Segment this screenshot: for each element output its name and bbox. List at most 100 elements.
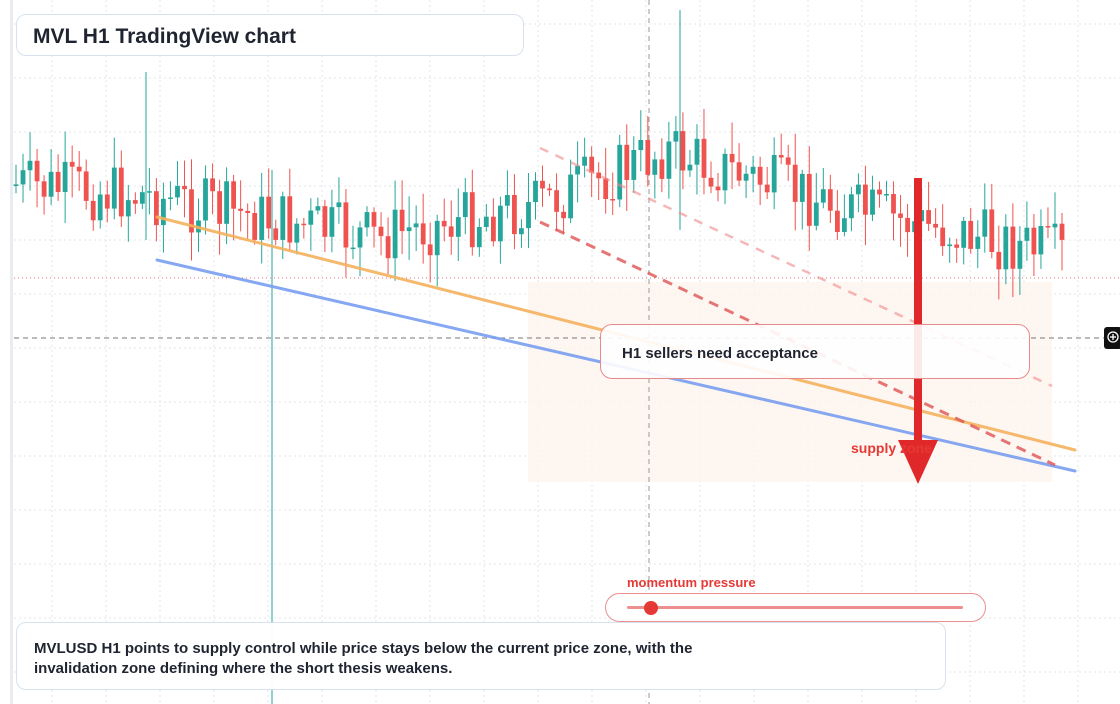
candle-bearish <box>41 181 47 197</box>
candle-bearish <box>610 199 616 201</box>
candle-bearish <box>680 131 686 171</box>
candle-bearish <box>540 180 545 189</box>
candle-bullish <box>350 247 356 250</box>
candle-bullish <box>175 185 180 198</box>
candle-bearish <box>729 153 735 163</box>
candle-bullish <box>483 216 489 227</box>
candle-bullish <box>1052 223 1058 228</box>
candle-bullish <box>975 236 981 249</box>
candle-bullish <box>813 202 819 226</box>
candle-bearish <box>287 196 293 243</box>
candle-bearish <box>385 236 391 259</box>
candle-bearish <box>182 185 187 190</box>
momentum-slider[interactable] <box>605 593 986 622</box>
candle-bullish <box>125 200 131 217</box>
candle-bearish <box>905 217 910 233</box>
candle-bullish <box>13 184 19 186</box>
red-dashed-trendline-lower <box>539 220 1056 467</box>
candle-bearish <box>926 210 931 224</box>
candle-bearish <box>448 226 454 237</box>
candle-bearish <box>441 220 447 227</box>
candle-bullish <box>617 144 623 200</box>
candle-bearish <box>547 188 552 191</box>
candle-bullish <box>62 161 68 192</box>
crosshair-plus-icon <box>1107 331 1119 343</box>
candle-bearish <box>989 209 995 252</box>
candle-bearish <box>659 159 665 179</box>
callout-text: H1 sellers need acceptance <box>622 345 818 362</box>
candle-bullish <box>856 184 861 195</box>
candle-bullish <box>224 181 229 224</box>
candle-bearish <box>189 189 194 233</box>
candle-bullish <box>1017 240 1023 269</box>
left-edge-strip <box>10 0 13 704</box>
candle-bearish <box>1010 226 1016 269</box>
candle-bullish <box>140 192 145 204</box>
candle-bullish <box>849 194 854 219</box>
candle-bearish <box>764 184 770 193</box>
candle-bearish <box>371 212 377 227</box>
momentum-knob[interactable] <box>643 601 658 615</box>
candle-bullish <box>27 160 33 171</box>
candle-bearish <box>701 138 707 178</box>
candle-bullish <box>48 171 54 197</box>
candle-bullish <box>97 194 103 221</box>
candle-bullish <box>687 164 693 171</box>
candle-bearish <box>603 178 609 199</box>
candle-bearish <box>708 177 714 187</box>
candle-bearish <box>245 210 251 213</box>
candle-bullish <box>498 205 503 242</box>
candle-bearish <box>778 155 784 158</box>
candle-bearish <box>420 223 426 245</box>
candle-bullish <box>406 227 412 232</box>
candle-bearish <box>589 156 595 173</box>
candle-bullish <box>203 178 208 221</box>
momentum-label: momentum pressure <box>627 575 756 590</box>
candle-bullish <box>820 189 826 203</box>
candle-bullish <box>870 189 875 215</box>
candle-bearish <box>645 140 651 175</box>
candle-bearish <box>898 213 903 218</box>
chart-title-panel: MVL H1 TradingView chart <box>16 14 524 56</box>
summary-text: MVLUSD H1 points to supply control while… <box>34 640 693 677</box>
candle-bearish <box>512 195 517 235</box>
candle-bearish <box>1045 226 1051 228</box>
candle-bullish <box>280 196 286 240</box>
candle-bullish <box>20 170 26 185</box>
candlestick-series <box>13 10 1065 704</box>
candle-bullish <box>631 150 637 180</box>
candle-bearish <box>554 190 559 212</box>
candle-bearish <box>596 172 602 179</box>
candle-bearish <box>252 213 258 240</box>
chart-title: MVL H1 TradingView chart <box>33 25 296 48</box>
candle-bullish <box>1038 226 1044 255</box>
candle-bullish <box>336 202 342 208</box>
candle-bearish <box>835 210 840 232</box>
candle-bullish <box>652 159 658 175</box>
candle-bearish <box>469 192 475 248</box>
candle-bullish <box>357 227 363 248</box>
candle-bullish <box>413 223 419 228</box>
candle-bullish <box>519 228 524 235</box>
candle-bearish <box>968 220 974 249</box>
candle-bullish <box>750 166 756 174</box>
crosshair-plus-button[interactable] <box>1104 327 1120 349</box>
candle-bearish <box>399 209 405 232</box>
candle-bearish <box>757 166 763 185</box>
candle-bearish <box>792 164 798 202</box>
candle-bullish <box>884 194 889 196</box>
candle-bullish <box>455 217 461 237</box>
candle-bullish <box>392 209 398 259</box>
candle-bearish <box>343 202 349 248</box>
supply-zone-shading <box>528 282 1052 482</box>
candle-bullish <box>666 141 672 179</box>
candle-bullish <box>168 197 173 199</box>
candle-bearish <box>561 211 566 219</box>
candle-bullish <box>961 220 967 248</box>
candle-bearish <box>90 200 96 221</box>
candle-bearish <box>933 223 938 228</box>
candle-bearish <box>273 228 279 240</box>
candle-bullish <box>533 180 538 203</box>
candle-bullish <box>329 207 335 237</box>
candle-bullish <box>434 220 440 256</box>
